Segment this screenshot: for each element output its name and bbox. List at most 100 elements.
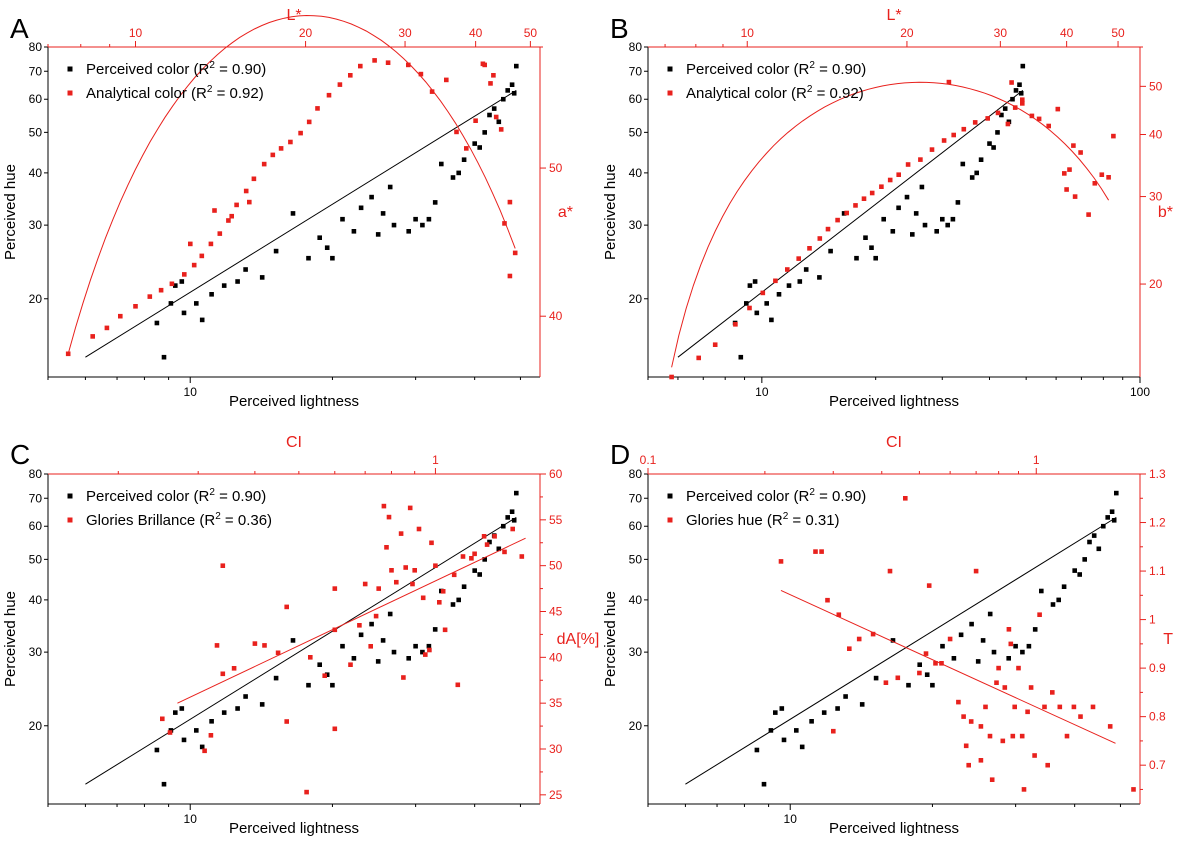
data-point-black [387, 184, 393, 190]
data-point-red [348, 662, 353, 667]
data-point-black [1039, 588, 1044, 594]
data-point-black [797, 279, 803, 284]
y-tick-label: 30 [629, 645, 643, 659]
data-point-black [209, 292, 214, 297]
data-point-red [946, 79, 952, 85]
data-point-black [910, 232, 915, 237]
data-point-black [1101, 523, 1106, 529]
data-point-red [918, 157, 923, 162]
data-point-red [778, 559, 784, 564]
data-point-black [426, 216, 432, 222]
y2-tick-label: 50 [1149, 79, 1163, 93]
data-point-black [1105, 515, 1110, 520]
data-point-black [955, 200, 961, 205]
data-point-red [1020, 97, 1025, 102]
data-point-black [859, 702, 865, 707]
data-point-red [760, 290, 766, 296]
legend-entry: Perceived color (R2 = 0.90) [86, 60, 266, 78]
x2-axis-title: L* [286, 7, 301, 24]
x2-tick-label: 0.1 [640, 453, 657, 467]
data-point-red [905, 162, 911, 167]
y-tick-label: 40 [629, 593, 643, 607]
data-point-red [275, 650, 281, 656]
data-point-black [987, 141, 992, 146]
legend-marker [67, 66, 73, 72]
data-point-red [1036, 116, 1042, 122]
y2-tick-label: 1.2 [1149, 516, 1166, 530]
data-point-black [786, 283, 792, 288]
data-point-red [1012, 704, 1017, 710]
data-point-black [259, 275, 265, 280]
y2-axis-title: a* [558, 204, 573, 221]
data-point-red [1099, 172, 1105, 177]
data-point-red [90, 334, 95, 339]
data-point-red [879, 184, 884, 189]
data-point-red [444, 77, 449, 83]
data-point-black [1013, 643, 1018, 649]
data-point-red [406, 62, 411, 68]
fit-line-secondary [780, 590, 1116, 744]
data-point-black [1096, 546, 1102, 552]
data-point-red [835, 217, 840, 223]
data-point-black [987, 611, 993, 617]
x-axis-title: Perceived lightness [229, 820, 359, 837]
data-point-black [273, 248, 279, 254]
y-tick-label: 30 [29, 645, 43, 659]
data-point-red [1037, 612, 1042, 617]
data-point-black [477, 572, 482, 577]
data-point-black [235, 706, 240, 711]
data-point-red [429, 540, 434, 546]
data-point-red [284, 604, 289, 610]
data-point-red [1006, 627, 1012, 632]
legend-entry: Analytical color (R2 = 0.92) [86, 84, 264, 102]
y2-tick-label: 30 [549, 742, 563, 756]
data-point-black [181, 737, 187, 743]
data-point-red [896, 172, 901, 177]
data-point-red [440, 589, 446, 594]
data-point-black [1091, 533, 1097, 538]
data-point-black [999, 112, 1004, 118]
y-tick-label: 70 [629, 491, 643, 505]
data-point-red [384, 545, 389, 550]
y-tick-label: 30 [29, 218, 43, 232]
data-point-red [956, 699, 961, 705]
data-point-black [477, 145, 482, 150]
panel-letter-A: A [10, 13, 29, 44]
legend-marker [667, 66, 673, 72]
data-point-red [1106, 175, 1111, 180]
data-point-red [332, 726, 338, 732]
data-point-red [519, 554, 525, 559]
y2-tick-label: 40 [549, 650, 563, 664]
y-tick-label: 60 [29, 519, 43, 533]
data-point-black [154, 747, 160, 753]
data-point-black [456, 170, 461, 176]
data-point-black [1020, 649, 1025, 655]
data-point-black [974, 170, 979, 176]
data-point-black [509, 82, 515, 87]
data-point-red [825, 597, 830, 603]
data-point-black [369, 194, 374, 200]
y-tick-label: 50 [29, 552, 43, 566]
fit-line-perceived [85, 89, 517, 358]
data-point-black [496, 546, 502, 552]
data-point-red [819, 549, 824, 554]
data-point-black [991, 145, 996, 150]
panel-A: A 10 20 30 40 50 60 70 80 10 20 30 40 50 40 50 Perceived… [2, 7, 573, 410]
y-axis-title: Perceived hue [2, 164, 19, 260]
data-point-black [1082, 557, 1087, 562]
data-point-red [423, 652, 428, 657]
data-point-red [883, 680, 889, 685]
x2-axis-title: L* [886, 7, 901, 24]
y2-axis-title: T [1163, 631, 1173, 648]
legend-entry: Perceived color (R2 = 0.90) [686, 60, 866, 78]
data-point-black [890, 638, 896, 643]
data-point-red [368, 644, 373, 649]
data-point-red [747, 305, 752, 311]
data-point-black [794, 728, 799, 733]
x2-tick-label: 1 [1033, 453, 1040, 467]
data-point-red [1028, 685, 1034, 690]
data-point-black [161, 354, 167, 360]
data-point-red [386, 514, 392, 520]
data-point-black [154, 320, 160, 326]
data-point-red [972, 120, 978, 125]
